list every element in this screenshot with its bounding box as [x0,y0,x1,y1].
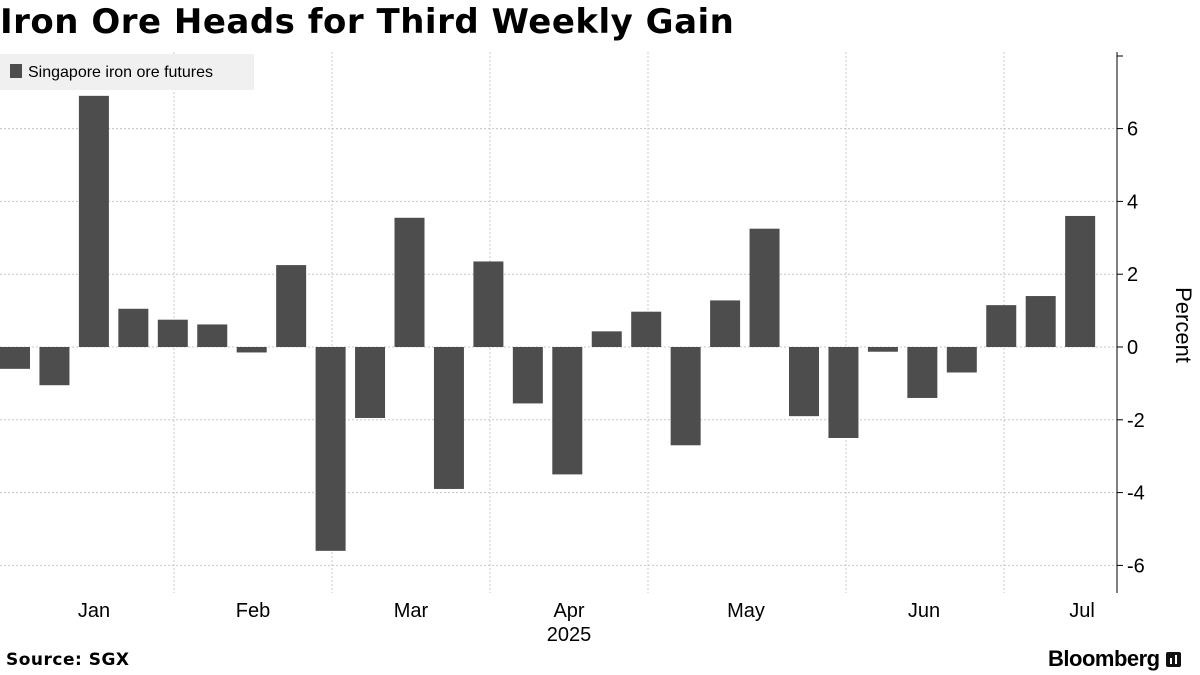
bar [907,347,938,398]
bar [1025,296,1056,347]
bloomberg-brand: Bloomberg [1048,646,1181,672]
bar [789,347,819,417]
bars [0,95,1096,551]
legend-background [0,54,254,90]
bar [276,265,307,347]
y-tick-label: 6 [1127,119,1138,141]
y-tick-label: 2 [1127,264,1138,286]
bar [157,319,188,347]
bar [749,228,780,347]
bar [631,311,662,347]
x-tick-label: Jul [1069,600,1095,622]
x-tick-label: Apr [553,600,584,622]
bar [1065,215,1096,347]
bar [0,347,30,369]
bar [710,300,741,347]
y-tick-label: -2 [1127,410,1145,432]
bar [39,347,70,386]
y-tick-label: -6 [1127,555,1145,577]
y-tick-label: 4 [1127,191,1138,213]
x-tick-label: Jun [908,600,940,622]
y-axis-label: Percent [1171,287,1196,363]
legend-label: Singapore iron ore futures [28,64,213,81]
chart-title: Iron Ore Heads for Third Weekly Gain [0,2,735,42]
legend: Singapore iron ore futures [0,54,254,90]
bar [315,347,346,551]
bar [394,217,425,347]
bar [512,347,543,404]
bar [867,347,898,352]
bar [473,261,504,347]
x-year-label: 2025 [547,624,592,646]
bloomberg-logo-icon [1165,651,1181,667]
bar [946,347,977,373]
bar [78,95,109,347]
x-axis: Jan Feb Mar Apr May Jun Jul 2025 [78,600,1095,646]
bar [986,305,1017,347]
x-tick-label: May [727,600,765,622]
bar [433,347,464,489]
x-tick-label: Mar [394,600,429,622]
legend-swatch [10,64,22,78]
y-tick-label: 0 [1127,337,1138,359]
source-note: Source: SGX [6,650,130,670]
bar [236,347,267,353]
bar [197,324,228,347]
bar [355,347,386,418]
x-tick-label: Feb [236,600,270,622]
y-axis: 6 4 2 0 -2 -4 -6 [1116,52,1145,593]
bar [591,331,622,347]
x-tick-label: Jan [78,600,110,622]
y-tick-label: -4 [1127,483,1145,505]
bar [552,347,583,475]
bar [118,308,149,347]
bar [828,347,859,438]
brand-text: Bloomberg [1048,646,1160,671]
bar [670,347,701,446]
